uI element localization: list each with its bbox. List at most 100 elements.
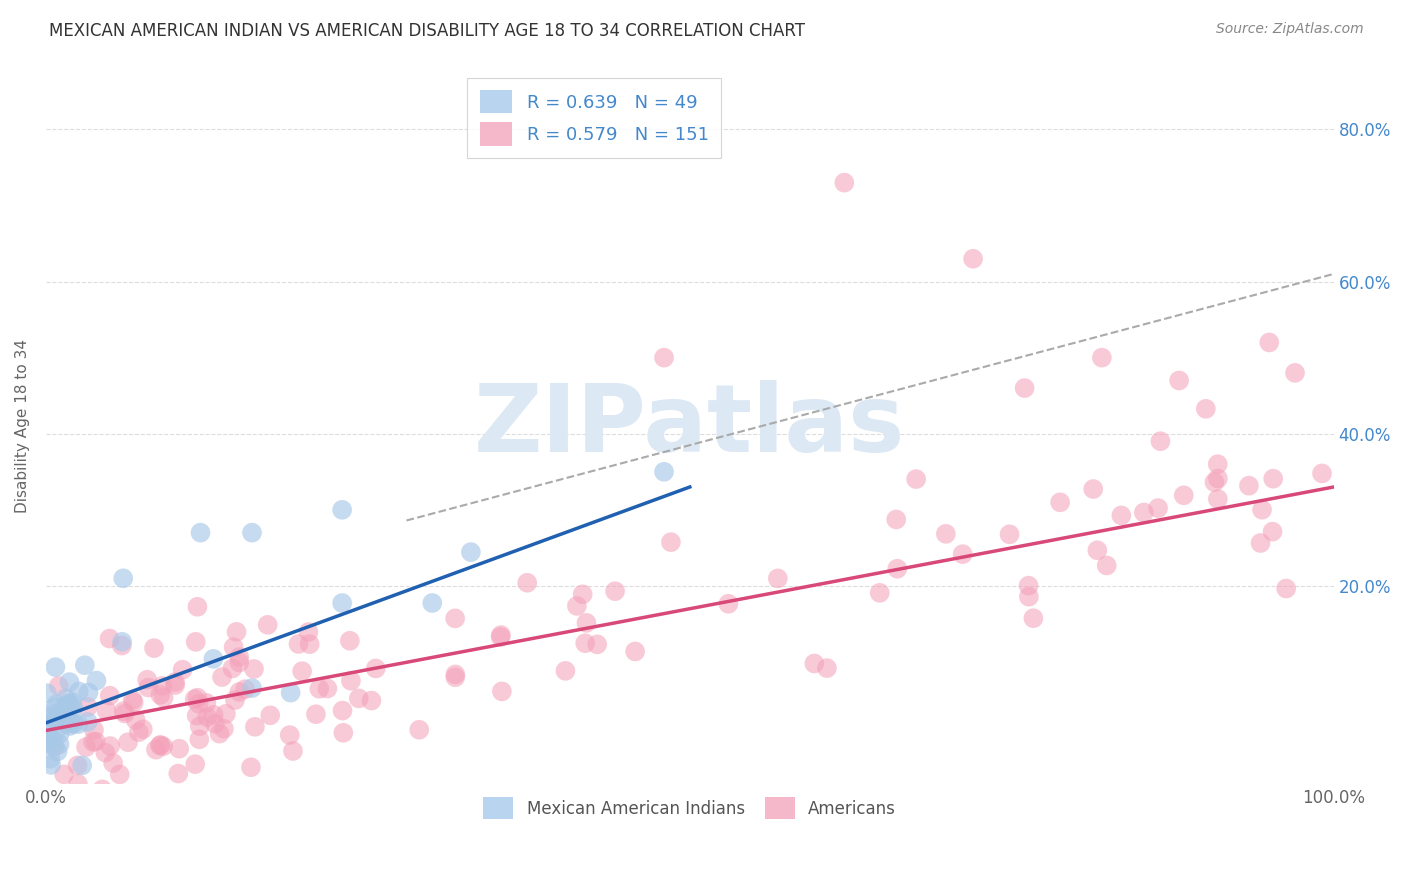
Point xyxy=(195,696,218,710)
Point xyxy=(117,735,139,749)
Point xyxy=(305,707,328,722)
Point xyxy=(183,692,205,706)
Point xyxy=(869,586,891,600)
Point xyxy=(212,722,235,736)
Point xyxy=(316,681,339,696)
Point xyxy=(111,634,134,648)
Point xyxy=(1022,611,1045,625)
Point xyxy=(60,716,83,731)
Point xyxy=(815,661,838,675)
Point xyxy=(444,667,467,681)
Point xyxy=(1095,558,1118,573)
Point xyxy=(1149,434,1171,449)
Point xyxy=(165,678,187,692)
Point xyxy=(287,637,309,651)
Point xyxy=(188,732,211,747)
Point xyxy=(1049,495,1071,509)
Point xyxy=(332,704,354,718)
Point xyxy=(278,728,301,742)
Point xyxy=(1206,491,1229,506)
Point xyxy=(37,725,59,739)
Point xyxy=(408,723,430,737)
Point xyxy=(44,739,66,754)
Point xyxy=(38,733,60,747)
Point xyxy=(44,726,66,740)
Point xyxy=(202,652,225,666)
Point xyxy=(211,670,233,684)
Point xyxy=(59,719,82,733)
Point xyxy=(491,684,513,698)
Point xyxy=(224,791,246,805)
Point xyxy=(330,503,353,517)
Point xyxy=(48,679,70,693)
Point xyxy=(145,742,167,756)
Point xyxy=(1091,351,1114,365)
Point xyxy=(240,525,263,540)
Point xyxy=(1206,457,1229,471)
Point xyxy=(1173,488,1195,502)
Point xyxy=(256,617,278,632)
Point xyxy=(172,663,194,677)
Point xyxy=(280,686,302,700)
Point xyxy=(228,650,250,665)
Point xyxy=(1195,401,1218,416)
Point xyxy=(489,628,512,642)
Point xyxy=(96,704,118,718)
Text: ZIPatlas: ZIPatlas xyxy=(474,380,905,472)
Point xyxy=(112,704,135,718)
Point xyxy=(1085,543,1108,558)
Point xyxy=(76,714,98,729)
Point xyxy=(571,587,593,601)
Point xyxy=(998,527,1021,541)
Point xyxy=(1168,374,1191,388)
Point xyxy=(1263,472,1285,486)
Point xyxy=(340,673,363,688)
Point xyxy=(83,723,105,737)
Point xyxy=(1284,366,1306,380)
Point xyxy=(186,599,208,614)
Point xyxy=(91,782,114,797)
Point xyxy=(128,725,150,739)
Point xyxy=(1310,467,1333,481)
Point xyxy=(586,637,609,651)
Point xyxy=(58,696,80,710)
Point xyxy=(46,706,69,720)
Point xyxy=(1147,501,1170,516)
Point xyxy=(111,639,134,653)
Point xyxy=(905,472,928,486)
Point xyxy=(1258,335,1281,350)
Point xyxy=(86,673,108,688)
Point xyxy=(124,713,146,727)
Point xyxy=(1237,479,1260,493)
Point xyxy=(149,739,172,753)
Point xyxy=(39,758,62,772)
Point xyxy=(208,726,231,740)
Point xyxy=(187,697,209,711)
Point xyxy=(94,746,117,760)
Point xyxy=(233,682,256,697)
Point xyxy=(52,704,75,718)
Point xyxy=(53,767,76,781)
Point xyxy=(204,716,226,731)
Point xyxy=(59,698,82,713)
Point xyxy=(297,624,319,639)
Point xyxy=(48,727,70,741)
Point xyxy=(55,691,77,706)
Point xyxy=(420,596,443,610)
Point xyxy=(444,670,467,684)
Point xyxy=(138,681,160,695)
Point xyxy=(184,635,207,649)
Point xyxy=(1275,582,1298,596)
Point xyxy=(190,525,212,540)
Point xyxy=(224,693,246,707)
Point xyxy=(195,710,218,724)
Point xyxy=(60,695,83,709)
Point xyxy=(202,707,225,722)
Point xyxy=(76,700,98,714)
Point xyxy=(575,615,598,630)
Point xyxy=(243,662,266,676)
Point xyxy=(67,717,90,731)
Point xyxy=(1133,506,1156,520)
Point xyxy=(42,709,65,723)
Point xyxy=(44,660,66,674)
